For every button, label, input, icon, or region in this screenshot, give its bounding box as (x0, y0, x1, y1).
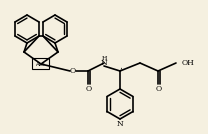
Text: H: H (101, 55, 107, 60)
Text: O: O (156, 85, 162, 93)
Text: ,: , (120, 62, 122, 72)
FancyBboxPatch shape (32, 57, 50, 68)
Text: N: N (101, 59, 107, 67)
Text: O: O (86, 85, 92, 93)
Text: O: O (70, 67, 76, 75)
Text: OH: OH (182, 59, 195, 67)
Text: N: N (117, 120, 123, 128)
Text: Abs: Abs (36, 62, 46, 66)
